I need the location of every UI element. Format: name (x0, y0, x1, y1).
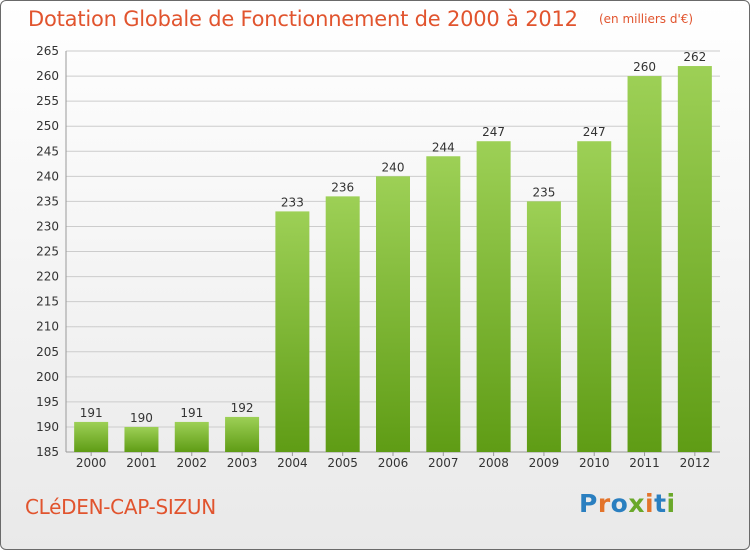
logo-letter: i (645, 489, 655, 518)
bar-2009 (526, 201, 561, 452)
y-tick-label: 265 (36, 44, 59, 58)
x-tick-label: 2001 (126, 456, 157, 470)
bar-2007 (426, 156, 461, 452)
y-tick-label: 195 (36, 395, 59, 409)
logo-letter: i (666, 489, 676, 518)
chart-title: Dotation Globale de Fonctionnement de 20… (28, 7, 578, 31)
bar-2005 (325, 196, 360, 452)
data-label: 233 (281, 195, 304, 209)
y-tick-label: 240 (36, 169, 59, 183)
y-tick-label: 205 (36, 345, 59, 359)
proxiti-logo[interactable]: Proxiti (579, 489, 676, 518)
y-tick-label: 225 (36, 245, 59, 259)
data-label: 247 (482, 125, 505, 139)
x-tick-label: 2009 (529, 456, 560, 470)
y-tick-label: 190 (36, 420, 59, 434)
data-label: 247 (583, 125, 606, 139)
logo-letter: r (597, 489, 611, 518)
y-tick-label: 260 (36, 69, 59, 83)
x-tick-label: 2007 (428, 456, 459, 470)
x-tick-label: 2008 (478, 456, 509, 470)
bar-2008 (476, 141, 511, 452)
bar-2002 (174, 421, 209, 452)
bar-2004 (275, 211, 310, 452)
x-tick-label: 2012 (680, 456, 711, 470)
x-tick-label: 2000 (76, 456, 107, 470)
y-tick-label: 230 (36, 219, 59, 233)
y-tick-label: 185 (36, 445, 59, 459)
logo-letter: P (579, 489, 598, 518)
y-tick-label: 200 (36, 370, 59, 384)
title-row: Dotation Globale de Fonctionnement de 20… (28, 7, 693, 31)
bar-2001 (124, 426, 159, 452)
y-tick-label: 250 (36, 119, 59, 133)
bar-2003 (225, 416, 260, 452)
data-label: 190 (130, 411, 153, 425)
x-tick-label: 2006 (378, 456, 409, 470)
data-label: 236 (331, 180, 354, 194)
bar-2006 (376, 176, 410, 452)
y-tick-label: 215 (36, 295, 59, 309)
data-label: 191 (180, 406, 203, 420)
logo-letter: t (654, 489, 667, 518)
data-label: 244 (432, 140, 455, 154)
data-label: 191 (80, 406, 103, 420)
x-tick-label: 2010 (579, 456, 610, 470)
chart-subtitle: (en milliers d'€) (598, 12, 694, 26)
y-tick-label: 245 (36, 144, 59, 158)
bar-2000 (74, 421, 109, 452)
y-tick-label: 220 (36, 270, 59, 284)
x-tick-label: 2003 (227, 456, 258, 470)
data-label: 262 (683, 50, 706, 64)
x-tick-label: 2005 (327, 456, 358, 470)
x-tick-label: 2004 (277, 456, 308, 470)
logo-letter: o (610, 489, 629, 518)
data-label: 240 (382, 160, 405, 174)
data-label: 260 (633, 60, 656, 74)
bar-2011 (627, 76, 662, 452)
x-tick-label: 2011 (629, 456, 660, 470)
bar-2010 (577, 141, 612, 452)
y-tick-label: 210 (36, 320, 59, 334)
data-label: 192 (231, 401, 254, 415)
commune-name: CLéDEN-CAP-SIZUN (25, 495, 216, 519)
data-label: 235 (532, 185, 555, 199)
bar-2012 (677, 66, 712, 452)
y-tick-label: 255 (36, 94, 59, 108)
y-tick-label: 235 (36, 194, 59, 208)
x-tick-label: 2002 (176, 456, 207, 470)
logo-letter: x (628, 489, 645, 518)
